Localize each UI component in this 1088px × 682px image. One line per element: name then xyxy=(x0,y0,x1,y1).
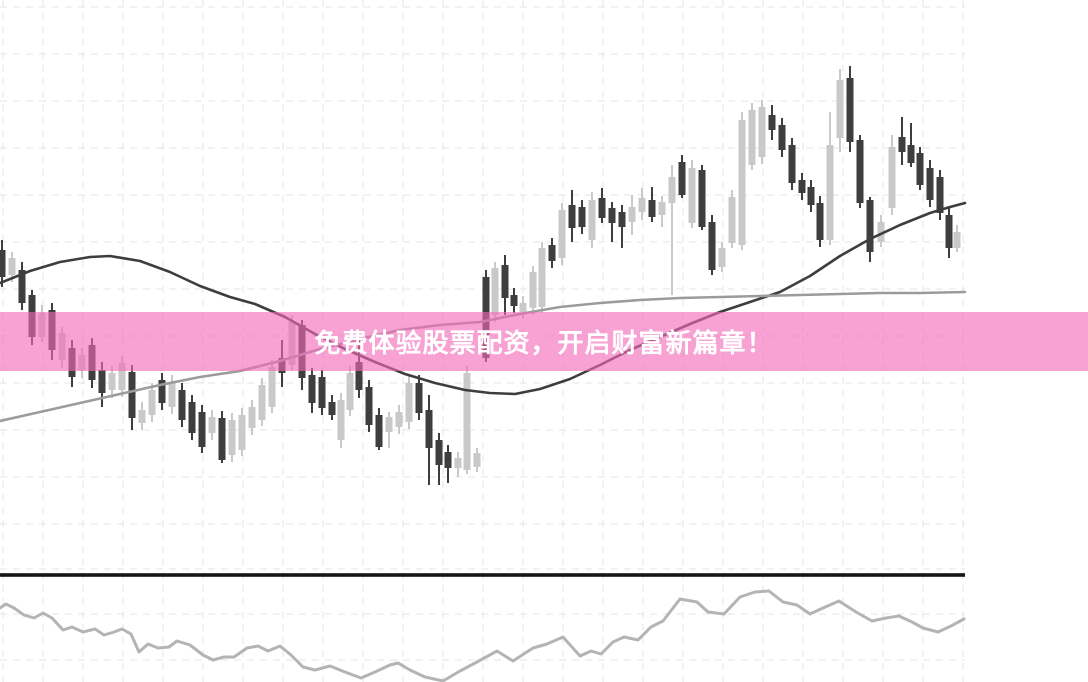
candle-body-up xyxy=(588,200,596,240)
candle-body-down xyxy=(501,265,509,298)
candle-body-down xyxy=(846,78,854,142)
candle-body-up xyxy=(405,383,413,422)
candle-body-up xyxy=(529,272,537,308)
candle-body-down xyxy=(708,222,716,270)
candle-body-up xyxy=(268,367,276,407)
candle-body-down xyxy=(798,180,806,193)
candle-body-down xyxy=(907,145,915,163)
candle-body-up xyxy=(748,110,756,165)
candle-body-up xyxy=(8,258,16,275)
candle-body-down xyxy=(98,370,106,393)
candle-body-down xyxy=(198,412,206,447)
candle-body-up xyxy=(337,400,345,440)
candle-body-down xyxy=(415,383,423,413)
panel-separator-line xyxy=(0,573,965,577)
candle-body-up xyxy=(491,268,499,315)
candle-body-down xyxy=(435,440,443,465)
candle-body-down xyxy=(510,295,518,306)
candle-body-down xyxy=(816,203,824,240)
candle-body-up xyxy=(888,147,896,208)
candle-body-up xyxy=(718,248,726,267)
candle-body-up xyxy=(473,453,481,467)
candle-body-up xyxy=(108,373,116,390)
slow-ma-dark xyxy=(0,201,967,396)
candle-body-up xyxy=(538,248,546,307)
candle-body-up xyxy=(118,363,126,390)
promo-banner: 免费体验股票配资，开启财富新篇章！ xyxy=(0,312,1088,371)
candle-body-up xyxy=(138,410,146,423)
candle-body-up xyxy=(953,232,961,248)
candle-body-down xyxy=(158,380,166,403)
candle-body-down xyxy=(18,270,26,303)
candle-body-down xyxy=(608,208,616,223)
candle-body-up xyxy=(688,168,696,223)
candle-body-down xyxy=(578,207,586,227)
candle-body-up xyxy=(877,222,885,242)
candle-body-down xyxy=(425,410,433,448)
candle-body-down xyxy=(598,198,606,218)
candle-body-up xyxy=(836,80,844,138)
candle-body-up xyxy=(668,177,676,203)
candle-body-down xyxy=(866,200,874,252)
candle-body-up xyxy=(628,207,636,222)
candle-body-down xyxy=(678,162,686,195)
candle-body-up xyxy=(558,210,566,258)
candle-body-down xyxy=(778,125,786,150)
candle-body-down xyxy=(218,418,226,460)
candle-body-up xyxy=(385,417,393,432)
candle-body-down xyxy=(444,452,452,468)
candle-body-up xyxy=(258,385,266,420)
promo-banner-text: 免费体验股票配资，开启财富新篇章！ xyxy=(314,328,774,358)
candle-body-up xyxy=(519,303,527,312)
candle-body-up xyxy=(148,390,156,415)
lower-indicator-line xyxy=(0,589,966,682)
candle-body-down xyxy=(936,177,944,213)
candle-body-down xyxy=(898,137,906,152)
candle-body-up xyxy=(463,373,471,470)
candle-body-down xyxy=(648,200,656,217)
candle-body-down xyxy=(698,170,706,227)
candle-body-down xyxy=(328,402,336,415)
candle-body-up xyxy=(638,198,646,212)
candle-body-down xyxy=(0,250,6,277)
candle-body-down xyxy=(807,187,815,205)
candle-body-up xyxy=(758,107,766,157)
candle-body-down xyxy=(618,212,626,227)
candle-body-up xyxy=(728,197,736,243)
candle-body-up xyxy=(826,145,834,240)
candles xyxy=(0,66,961,485)
candle-body-up xyxy=(238,415,246,450)
candle-body-down xyxy=(548,245,556,261)
candle-body-up xyxy=(208,417,216,433)
candle-body-down xyxy=(788,145,796,183)
candle-body-down xyxy=(856,140,864,203)
candle-body-down xyxy=(375,415,383,447)
candle-body-down xyxy=(308,375,316,403)
candle-body-down xyxy=(178,390,186,420)
candle-body-up xyxy=(228,420,236,455)
candle-body-down xyxy=(768,115,776,130)
candle-body-down xyxy=(945,215,953,248)
candle-body-down xyxy=(188,402,196,433)
candle-body-down xyxy=(926,168,934,200)
candle-body-up xyxy=(248,407,256,428)
candle-body-down xyxy=(568,205,576,228)
candle-body-up xyxy=(168,382,176,407)
candle-body-up xyxy=(346,373,354,410)
candle-body-up xyxy=(658,202,666,215)
candle-body-down xyxy=(365,387,373,425)
candle-body-down xyxy=(318,377,326,408)
candle-body-down xyxy=(128,372,136,418)
candle-body-down xyxy=(355,362,363,390)
candle-body-up xyxy=(454,458,462,468)
candle-body-down xyxy=(916,153,924,185)
candle-body-up xyxy=(395,412,403,427)
candle-body-up xyxy=(738,120,746,245)
